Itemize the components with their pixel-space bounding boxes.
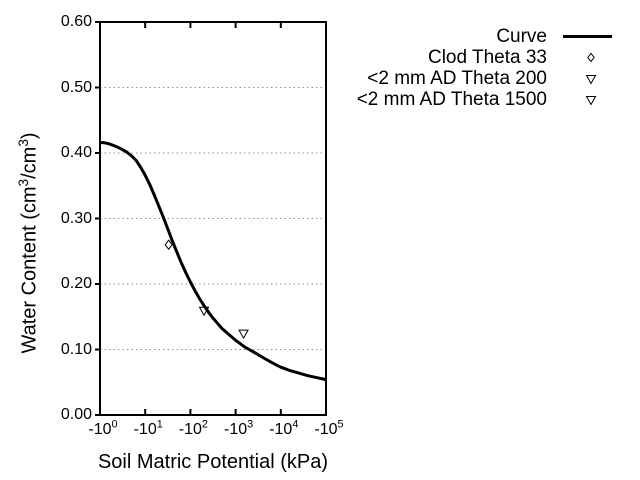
diamond-icon bbox=[164, 239, 173, 251]
legend-item-label: <2 mm AD Theta 200 bbox=[367, 67, 547, 89]
x-tick-label: -100 bbox=[88, 418, 118, 438]
y-tick-label: 0.10 bbox=[60, 340, 92, 358]
triangle-down-icon bbox=[585, 75, 597, 85]
legend-swatch bbox=[563, 35, 612, 38]
legend-item-label: Curve bbox=[496, 25, 547, 47]
legend-swatch bbox=[585, 75, 597, 85]
y-tick-label: 0.30 bbox=[60, 209, 92, 227]
legend-item-label: Clod Theta 33 bbox=[427, 46, 547, 68]
legend: Curve Clod Theta 33 <2 mm AD Theta 200 <2 m… bbox=[340, 26, 620, 110]
legend-item: <2 mm AD Theta 200 bbox=[340, 68, 620, 89]
x-axis-title: Soil Matric Potential (kPa) bbox=[97, 451, 329, 473]
x-tick-label: -102 bbox=[178, 418, 208, 438]
y-tick-label: 0.20 bbox=[60, 275, 92, 292]
diamond-icon bbox=[587, 52, 595, 63]
triangle-down-icon bbox=[238, 329, 249, 340]
x-tick-label: -103 bbox=[224, 418, 254, 438]
retention-curve bbox=[99, 141, 327, 382]
triangle-down-icon bbox=[585, 96, 597, 106]
triangle-down-icon bbox=[198, 306, 210, 317]
legend-item: <2 mm AD Theta 1500 bbox=[340, 89, 620, 110]
y-axis-title: Water Content (cm3/cm3) bbox=[15, 132, 41, 354]
x-tick-label: -105 bbox=[314, 418, 344, 438]
y-tick-label: 0.00 bbox=[60, 406, 92, 423]
y-tick-label: 0.60 bbox=[60, 13, 92, 30]
legend-swatch bbox=[585, 96, 597, 106]
legend-swatch bbox=[587, 52, 595, 63]
x-tick-label: -101 bbox=[133, 418, 163, 438]
legend-item-label: <2 mm AD Theta 1500 bbox=[356, 88, 547, 110]
y-tick-label: 0.50 bbox=[60, 78, 92, 96]
legend-item: Curve bbox=[340, 26, 620, 47]
legend-item: Clod Theta 33 bbox=[340, 47, 620, 68]
y-tick-label: 0.40 bbox=[60, 144, 92, 161]
x-tick-label: -104 bbox=[269, 418, 299, 438]
